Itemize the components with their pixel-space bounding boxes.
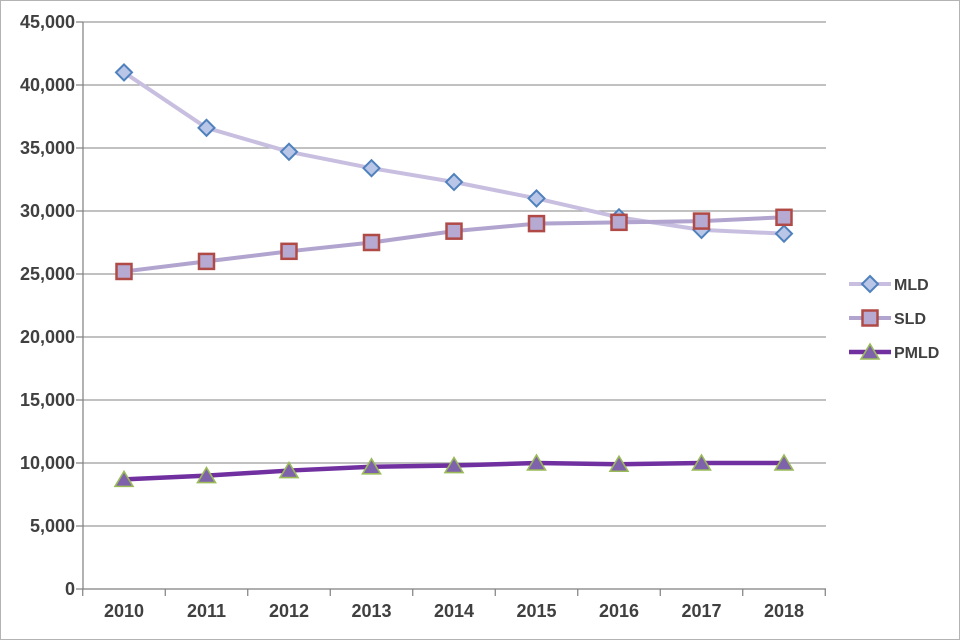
square-marker-sld — [280, 242, 298, 261]
y-tick-label: 40,000 — [20, 75, 75, 95]
y-tick-label: 15,000 — [20, 390, 75, 410]
y-tick-label: 30,000 — [20, 201, 75, 221]
x-tick-label: 2016 — [599, 601, 639, 621]
triangle-marker-pmld — [443, 455, 465, 474]
triangle-marker-pmld — [526, 453, 547, 471]
triangle-marker-pmld — [691, 453, 712, 471]
triangle-marker-pmld — [278, 461, 300, 479]
square-marker-sld — [197, 252, 216, 271]
y-tick-label: 20,000 — [20, 327, 75, 347]
triangle-marker-pmld — [773, 453, 795, 471]
square-marker-sld — [692, 212, 711, 230]
legend-label-pmld: PMLD — [894, 345, 939, 362]
y-tick-label: 10,000 — [20, 453, 75, 473]
triangle-marker-pmld — [361, 457, 382, 475]
diamond-marker-mld — [774, 224, 794, 244]
diamond-marker-mld — [444, 172, 464, 192]
series-line-mld — [122, 70, 786, 236]
y-tick-label: 45,000 — [20, 12, 75, 32]
y-tick-label: 25,000 — [20, 264, 75, 284]
x-tick-label: 2011 — [187, 601, 226, 621]
diamond-marker-mld — [197, 118, 216, 138]
diamond-marker-mld — [527, 188, 546, 208]
x-tick-label: 2014 — [434, 601, 474, 621]
diamond-marker-mld — [114, 62, 134, 82]
square-marker-sld — [115, 262, 133, 281]
legend-square-marker-sld — [861, 309, 879, 327]
triangle-marker-pmld — [196, 466, 217, 484]
x-tick-label: 2010 — [104, 601, 144, 621]
diamond-marker-mld — [362, 158, 381, 178]
triangle-marker-pmld — [608, 454, 630, 473]
square-marker-sld — [362, 233, 381, 252]
x-tick-label: 2012 — [269, 601, 309, 621]
x-tick-label: 2013 — [351, 601, 391, 621]
square-marker-sld — [610, 213, 628, 232]
legend-label-mld: MLD — [894, 277, 929, 294]
diamond-marker-mld — [279, 142, 299, 162]
legend-triangle-marker-pmld — [859, 342, 881, 360]
square-marker-sld — [775, 208, 793, 227]
legend-label-sld: SLD — [894, 311, 926, 328]
y-tick-label: 0 — [65, 579, 75, 599]
y-tick-label: 5,000 — [30, 516, 75, 536]
legend-diamond-marker-mld — [860, 274, 880, 294]
x-tick-label: 2018 — [764, 601, 804, 621]
x-tick-label: 2017 — [681, 601, 721, 621]
y-tick-label: 35,000 — [20, 138, 75, 158]
square-marker-sld — [527, 214, 546, 233]
x-tick-label: 2015 — [516, 601, 556, 621]
triangle-marker-pmld — [113, 469, 135, 488]
square-marker-sld — [445, 222, 463, 240]
